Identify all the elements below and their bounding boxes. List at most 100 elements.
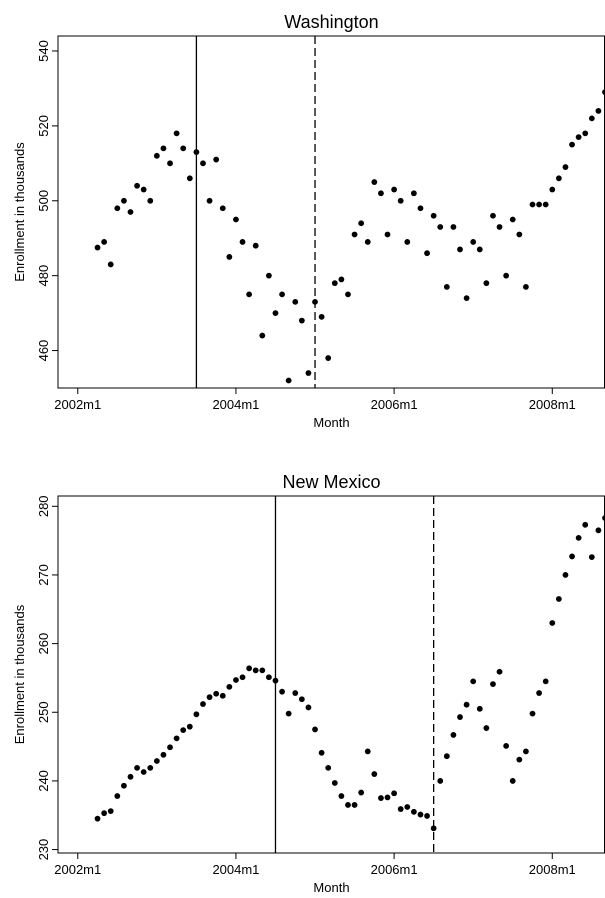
data-point — [555, 596, 562, 602]
data-point — [345, 802, 351, 808]
x-tick-label: 2008m1 — [529, 397, 576, 412]
data-point — [114, 793, 121, 799]
data-point — [186, 175, 193, 182]
data-point — [463, 701, 470, 708]
data-point — [147, 197, 154, 204]
data-point — [476, 705, 483, 712]
data-point — [180, 145, 187, 152]
data-point — [575, 134, 582, 141]
data-point — [496, 668, 503, 675]
data-point — [193, 711, 200, 718]
data-point — [305, 370, 312, 376]
y-tick-label: 280 — [36, 495, 51, 517]
data-point — [595, 107, 602, 114]
data-point — [298, 696, 305, 703]
data-point — [233, 216, 239, 223]
data-point — [127, 773, 134, 780]
data-point — [536, 201, 542, 208]
data-point — [292, 298, 299, 305]
data-point — [483, 725, 490, 731]
data-point — [516, 231, 523, 238]
data-point — [490, 681, 496, 688]
data-point — [200, 701, 206, 707]
data-point — [588, 115, 595, 122]
data-point — [173, 735, 180, 742]
data-point — [325, 764, 332, 771]
data-point — [384, 231, 391, 238]
data-point — [160, 145, 167, 152]
data-point — [114, 205, 121, 212]
data-point — [417, 205, 424, 212]
data-point — [265, 272, 272, 279]
data-point — [298, 317, 305, 324]
y-axis-label: Enrollment in thousands — [12, 604, 27, 744]
data-point — [167, 160, 173, 167]
data-point — [160, 751, 167, 758]
data-point — [206, 197, 213, 204]
data-point — [246, 291, 253, 298]
data-point — [470, 239, 477, 245]
data-point — [496, 224, 503, 230]
y-tick-label: 520 — [36, 115, 51, 137]
chart-panel-2: New Mexico 230 240 250 260 270 280 2002m1 2004m1… — [12, 472, 605, 895]
y-tick-label: 500 — [36, 190, 51, 212]
data-point — [470, 678, 477, 685]
data-point — [272, 310, 279, 317]
data-point — [404, 239, 411, 245]
x-tick-label: 2004m1 — [212, 862, 259, 877]
y-tick-label: 480 — [36, 265, 51, 287]
x-tick-label: 2006m1 — [371, 862, 418, 877]
data-point — [450, 732, 457, 738]
data-point — [443, 753, 450, 760]
data-point — [134, 764, 140, 771]
x-axis-label: Month — [313, 415, 349, 430]
data-point — [529, 710, 536, 717]
data-point — [338, 793, 345, 799]
data-point — [582, 521, 589, 528]
data-point — [443, 283, 450, 290]
data-point — [569, 141, 575, 148]
data-point — [602, 515, 605, 521]
data-point — [437, 778, 444, 784]
data-point — [391, 186, 398, 193]
y-axis-label: Enrollment in thousands — [12, 142, 27, 282]
data-point — [239, 239, 246, 245]
data-point — [213, 156, 220, 163]
data-point — [312, 298, 318, 305]
data-point — [602, 89, 605, 96]
data-point — [305, 704, 312, 711]
data-point — [476, 246, 483, 253]
data-point — [410, 808, 417, 815]
data-point — [193, 149, 200, 155]
data-point — [457, 714, 463, 720]
data-point — [279, 291, 285, 298]
data-point — [318, 313, 325, 320]
data-point — [101, 239, 108, 245]
data-point — [252, 667, 259, 674]
data-point — [213, 690, 220, 697]
data-point — [516, 756, 523, 763]
data-point — [430, 212, 437, 219]
data-point — [121, 782, 127, 789]
data-point — [246, 665, 253, 672]
data-point — [153, 152, 160, 159]
data-point — [226, 683, 233, 690]
data-point — [252, 242, 259, 249]
data-point — [219, 692, 226, 699]
data-point — [384, 794, 391, 801]
data-point — [529, 201, 536, 208]
data-point — [523, 283, 529, 290]
data-point — [331, 280, 338, 287]
y-tick-label: 270 — [36, 564, 51, 586]
y-tick-label: 460 — [36, 340, 51, 362]
data-point — [167, 744, 173, 751]
data-point — [140, 769, 147, 775]
data-point — [542, 201, 549, 208]
data-point — [549, 186, 556, 193]
data-point — [417, 811, 424, 818]
data-point — [318, 749, 325, 756]
data-point — [575, 534, 582, 541]
data-point — [140, 186, 147, 193]
x-tick-label: 2006m1 — [371, 397, 418, 412]
data-point — [285, 377, 292, 384]
